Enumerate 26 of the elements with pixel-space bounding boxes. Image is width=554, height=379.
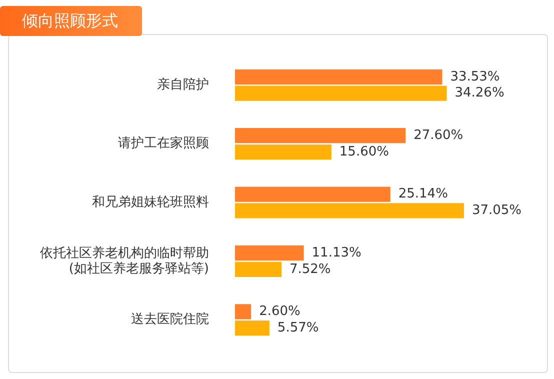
bar [235,128,406,144]
data-label: 11.13% [312,245,362,260]
data-label: 27.60% [414,128,464,143]
data-label: 34.26% [454,86,504,101]
bar [235,203,464,218]
y-tick-label: 依托社区养老机构的临时帮助 (如社区养老服务驿站等) [40,244,209,276]
y-tick-label: 和兄弟姐妹轮班照料 [92,194,209,210]
data-label: 37.05% [472,203,522,218]
data-label: 7.52% [289,262,331,277]
data-label: 33.53% [450,69,500,84]
data-label: 15.60% [339,144,389,160]
bar [235,320,270,336]
text: 倾向照顾形式 [0,6,142,36]
y-tick-label: 请护工在家照顾 [118,135,209,152]
y-tick-label: 送去医院住院 [131,312,209,328]
bar [235,144,332,160]
data-label: 5.57% [277,320,319,336]
data-label: 25.14% [398,186,448,202]
bar [235,69,442,84]
bar [235,86,447,101]
bar [235,186,390,202]
y-tick-label: 亲自陪护 [157,78,209,93]
bar [235,304,252,320]
bar [235,245,304,261]
bar [235,262,282,277]
data-label: 2.60% [259,304,300,320]
